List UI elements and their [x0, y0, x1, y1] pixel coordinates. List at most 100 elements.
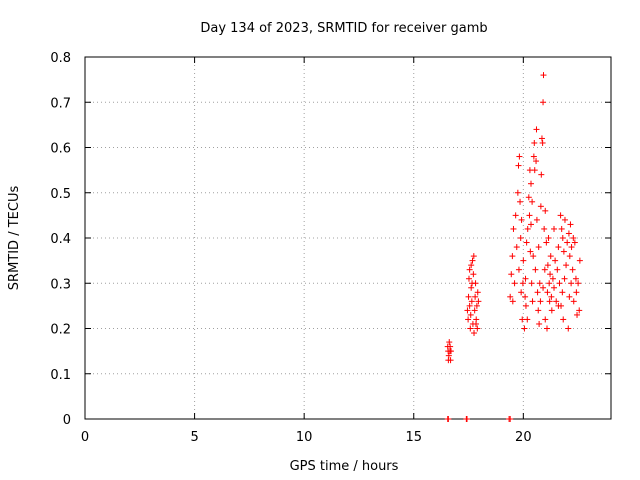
data-point — [509, 298, 516, 305]
data-point — [530, 153, 537, 160]
data-point — [528, 180, 535, 187]
x-tick-label: 10 — [296, 430, 313, 445]
data-point — [575, 280, 582, 287]
data-point — [558, 225, 565, 232]
y-tick-label: 0.1 — [50, 368, 71, 383]
data-point — [554, 266, 561, 273]
data-point — [533, 216, 540, 223]
data-point — [544, 289, 551, 296]
data-point — [555, 244, 562, 251]
plot-frame — [84, 56, 612, 420]
y-tick-label: 0.8 — [50, 51, 71, 66]
data-point — [540, 99, 547, 106]
data-point — [570, 235, 577, 241]
data-point — [565, 325, 572, 332]
data-point — [541, 225, 548, 232]
data-point — [576, 257, 583, 264]
data-point — [469, 280, 476, 287]
data-point — [518, 216, 525, 223]
data-point — [529, 298, 536, 305]
data-point — [468, 262, 475, 269]
data-point — [561, 216, 568, 223]
x-tick-label: 20 — [515, 430, 532, 445]
data-point — [538, 171, 545, 178]
data-point — [536, 280, 543, 287]
data-point — [447, 343, 454, 350]
data-point — [569, 266, 576, 273]
data-point — [559, 235, 566, 241]
chart-title: Day 134 of 2023, SRMTID for receiver gam… — [200, 21, 487, 36]
y-tick-label: 0 — [63, 413, 71, 428]
data-point — [570, 298, 577, 305]
data-point — [535, 244, 542, 251]
data-point — [560, 316, 567, 323]
data-point — [566, 293, 573, 300]
data-point — [542, 316, 549, 323]
data-point — [549, 275, 556, 282]
data-point — [473, 302, 480, 309]
grid-lines — [85, 57, 611, 419]
data-point — [566, 253, 573, 260]
data-point — [543, 239, 550, 246]
data-point — [474, 289, 481, 296]
data-point — [474, 325, 481, 332]
data-point — [475, 298, 482, 305]
data-point — [466, 302, 473, 309]
data-point — [508, 271, 515, 278]
data-point — [468, 298, 475, 305]
x-axis: 0 5 10 15 20 — [81, 57, 532, 445]
data-point — [513, 244, 520, 251]
data-point — [572, 275, 579, 282]
data-point — [548, 307, 555, 314]
data-point — [536, 320, 543, 327]
data-point — [470, 253, 477, 260]
data-point — [539, 139, 546, 146]
data-point — [521, 325, 528, 332]
y-tick-label: 0.5 — [50, 187, 71, 202]
y-tick-label: 0.3 — [50, 277, 71, 292]
data-point — [547, 271, 554, 278]
data-point — [530, 253, 537, 260]
data-point — [559, 289, 566, 296]
data-point — [445, 416, 452, 422]
data-point — [551, 225, 558, 232]
data-point — [568, 244, 575, 251]
data-point — [531, 167, 538, 174]
data-point — [465, 316, 472, 323]
data-point — [519, 316, 526, 323]
data-point — [471, 307, 478, 314]
data-point — [515, 162, 522, 169]
y-axis-label: SRMTID / TECUs — [7, 186, 22, 291]
data-point — [576, 307, 583, 314]
data-point — [534, 289, 541, 296]
data-point — [561, 275, 568, 282]
data-point — [522, 302, 529, 309]
data-point — [551, 284, 558, 291]
data-point — [464, 416, 471, 422]
data-point — [560, 248, 567, 255]
data-point — [522, 293, 529, 300]
data-point — [537, 203, 544, 210]
data-point — [517, 235, 524, 241]
data-point — [471, 330, 478, 337]
data-point — [522, 275, 529, 282]
data-point — [528, 221, 535, 228]
data-point — [567, 221, 574, 228]
data-point — [469, 257, 476, 264]
data-point — [507, 416, 514, 422]
data-point — [537, 298, 544, 305]
x-tick-label: 5 — [190, 430, 198, 445]
y-tick-label: 0.6 — [50, 142, 71, 157]
data-point — [525, 194, 532, 201]
data-point — [448, 348, 455, 355]
y-tick-label: 0.2 — [50, 323, 71, 338]
x-tick-label: 0 — [81, 430, 89, 445]
x-tick-label: 15 — [405, 430, 422, 445]
data-point — [571, 239, 578, 246]
data-point — [548, 293, 555, 300]
data-points — [444, 72, 583, 422]
data-point — [446, 339, 453, 346]
data-point — [528, 280, 535, 287]
data-point — [540, 284, 547, 291]
